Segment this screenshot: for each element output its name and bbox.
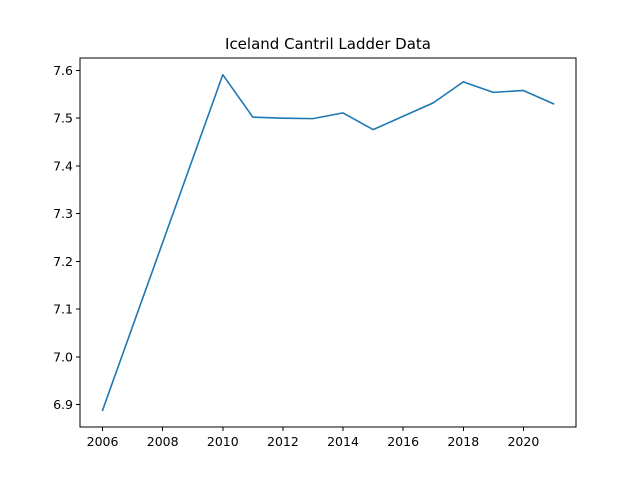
y-tick-label: 7.0 — [53, 349, 73, 364]
x-axis: 2006 2008 2010 2012 2014 2016 2018 2020 — [87, 427, 539, 449]
y-tick-label: 6.9 — [53, 397, 73, 412]
y-tick-label: 7.1 — [53, 302, 73, 317]
x-tick-label: 2016 — [387, 434, 419, 449]
x-tick-label: 2020 — [507, 434, 539, 449]
axes-frame — [79, 57, 577, 428]
series-line-0 — [101, 73, 555, 412]
y-tick-label: 7.3 — [53, 206, 73, 221]
x-tick-label: 2006 — [87, 434, 119, 449]
x-tick-label: 2012 — [267, 434, 299, 449]
x-tick-label: 2018 — [447, 434, 479, 449]
y-tick-label: 7.5 — [53, 111, 73, 126]
chart-title: Iceland Cantril Ladder Data — [225, 35, 431, 53]
x-tick-label: 2008 — [147, 434, 179, 449]
y-tick-label: 7.2 — [53, 254, 73, 269]
y-axis: 6.9 7.0 7.1 7.2 7.3 7.4 7.5 7.6 — [53, 63, 80, 412]
x-tick-label: 2014 — [327, 434, 359, 449]
x-tick-label: 2010 — [207, 434, 239, 449]
y-tick-label: 7.4 — [53, 158, 73, 173]
y-tick-label: 7.6 — [53, 63, 73, 78]
plot-area — [79, 57, 577, 428]
